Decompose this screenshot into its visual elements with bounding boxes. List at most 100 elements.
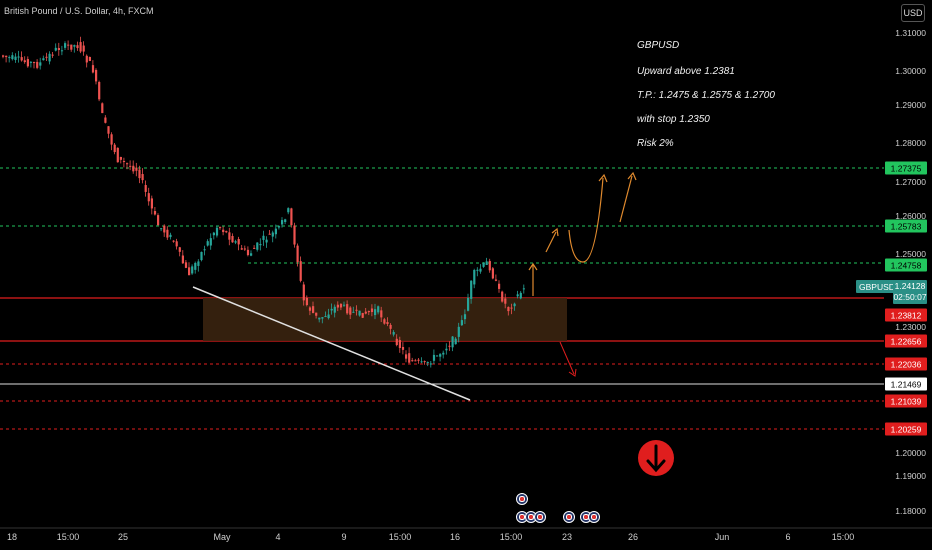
candle-body	[237, 239, 240, 245]
candle-body	[281, 220, 284, 225]
price-tick: 1.23000	[895, 322, 926, 332]
candle-body	[423, 361, 426, 363]
candle-body	[14, 56, 17, 60]
candle-body	[144, 185, 147, 192]
candle-body	[383, 319, 386, 324]
candle-body	[206, 241, 209, 246]
note-symbol: GBPUSD	[637, 40, 680, 51]
candle-body	[451, 336, 454, 348]
candle-body	[175, 241, 178, 247]
time-tick: 6	[785, 532, 791, 542]
price-badge: 1.22036	[885, 357, 927, 371]
candle-body	[327, 314, 330, 319]
candle-body	[395, 338, 398, 346]
uk-flag-icon[interactable]	[563, 511, 575, 523]
candle-body	[339, 303, 343, 308]
candle-body	[157, 215, 160, 226]
candle-body	[57, 48, 60, 51]
uk-flag-icon[interactable]	[516, 493, 528, 505]
time-tick: 16	[449, 532, 461, 542]
candle-body	[212, 232, 215, 236]
candle-body	[119, 156, 122, 160]
candle-body	[271, 232, 274, 237]
candle-body	[129, 165, 132, 167]
candle-body	[135, 167, 138, 171]
candle-body	[346, 304, 349, 314]
instrument-title: British Pound / U.S. Dollar, 4h, FXCM	[4, 6, 154, 16]
price-tick: 1.27000	[895, 177, 926, 187]
candle-body	[516, 294, 519, 297]
candle-body	[184, 262, 188, 268]
candle-body	[203, 249, 206, 251]
candle-body	[95, 69, 98, 82]
candle-body	[401, 346, 405, 350]
candle-body	[17, 56, 20, 58]
candle-body	[91, 65, 95, 73]
candle-body	[485, 261, 488, 265]
candle-body	[246, 249, 250, 256]
candle-body	[513, 303, 516, 307]
candle-body	[73, 45, 76, 47]
candle-body	[132, 165, 135, 172]
candle-body	[315, 312, 318, 316]
note-line3: with stop 1.2350	[637, 114, 710, 125]
price-badge: 1.21039	[885, 394, 927, 408]
price-tick: 1.31000	[895, 28, 926, 38]
candle-body	[60, 50, 64, 52]
candle-body	[454, 338, 457, 345]
candle-body	[361, 312, 364, 318]
price-badge: 1.20259	[885, 422, 927, 436]
candle-body	[200, 251, 203, 261]
candle-body	[67, 44, 70, 46]
candle-body	[482, 262, 485, 267]
price-badge: 1.24758	[885, 258, 927, 272]
candle-body	[231, 235, 234, 243]
candle-body	[386, 322, 389, 325]
candle-body	[26, 59, 29, 67]
uk-flag-icon[interactable]	[534, 511, 546, 523]
candle-body	[290, 208, 293, 226]
candle-body	[150, 198, 153, 209]
candle-body	[243, 248, 246, 250]
candle-body	[296, 245, 299, 263]
candle-body	[510, 307, 513, 309]
time-tick: 25	[117, 532, 129, 542]
price-badge: 1.21469	[885, 377, 927, 391]
note-line4: Risk 2%	[637, 138, 674, 149]
candle-body	[398, 340, 401, 348]
candle-body	[45, 56, 48, 58]
candle-body	[501, 291, 504, 302]
candle-body	[389, 324, 392, 329]
candle-body	[259, 244, 262, 246]
candle-body	[163, 225, 166, 233]
candle-body	[122, 160, 126, 162]
candlestick-series	[2, 36, 525, 368]
candle-body	[166, 229, 169, 238]
currency-button[interactable]: USD	[901, 4, 925, 22]
candle-body	[79, 42, 82, 52]
candle-body	[2, 55, 5, 57]
price-tick: 1.25000	[895, 249, 926, 259]
candle-body	[308, 307, 312, 311]
price-tick: 1.26000	[895, 211, 926, 221]
candle-body	[48, 53, 51, 62]
uk-flag-icon[interactable]	[588, 511, 600, 523]
candle-body	[442, 352, 445, 355]
candle-body	[219, 227, 222, 229]
candle-body	[33, 62, 36, 64]
candle-body	[284, 219, 287, 223]
candle-body	[250, 253, 253, 256]
candle-body	[467, 297, 470, 311]
candle-body	[160, 228, 163, 230]
price-badge: 1.23812	[885, 308, 927, 322]
candle-body	[488, 260, 491, 271]
time-tick: 23	[561, 532, 573, 542]
candle-body	[377, 306, 380, 313]
candle-body	[268, 233, 271, 235]
projection-arrows	[528, 171, 637, 296]
candle-body	[479, 268, 482, 272]
candle-body	[256, 242, 259, 250]
candle-body	[491, 268, 494, 279]
candle-body	[225, 231, 228, 233]
